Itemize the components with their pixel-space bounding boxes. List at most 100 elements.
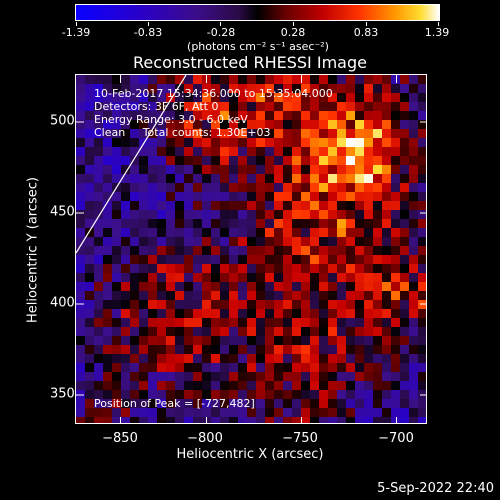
image-pixel xyxy=(202,120,211,129)
image-pixel xyxy=(166,381,175,390)
image-pixel xyxy=(274,129,283,138)
image-pixel xyxy=(157,408,166,417)
image-pixel xyxy=(346,318,355,327)
image-pixel xyxy=(283,192,292,201)
image-pixel xyxy=(265,102,274,111)
image-pixel xyxy=(130,120,139,129)
image-pixel xyxy=(121,75,130,84)
image-pixel xyxy=(184,300,193,309)
image-pixel xyxy=(112,129,121,138)
image-pixel xyxy=(247,372,256,381)
image-pixel xyxy=(202,228,211,237)
image-pixel xyxy=(202,345,211,354)
image-pixel xyxy=(121,300,130,309)
image-pixel xyxy=(409,417,418,423)
image-pixel xyxy=(373,156,382,165)
image-pixel xyxy=(292,363,301,372)
image-pixel xyxy=(274,246,283,255)
image-pixel xyxy=(346,174,355,183)
image-pixel xyxy=(121,129,130,138)
image-pixel xyxy=(247,93,256,102)
image-pixel xyxy=(103,93,112,102)
image-pixel xyxy=(112,138,121,147)
image-pixel xyxy=(274,327,283,336)
image-pixel xyxy=(391,183,400,192)
image-pixel xyxy=(256,318,265,327)
image-pixel xyxy=(283,138,292,147)
image-pixel xyxy=(103,246,112,255)
image-pixel xyxy=(211,147,220,156)
image-pixel xyxy=(409,291,418,300)
image-pixel xyxy=(319,192,328,201)
image-pixel xyxy=(346,336,355,345)
image-pixel xyxy=(130,354,139,363)
image-pixel xyxy=(391,354,400,363)
image-pixel xyxy=(184,120,193,129)
image-pixel xyxy=(409,129,418,138)
image-pixel xyxy=(373,282,382,291)
image-pixel xyxy=(283,156,292,165)
image-pixel xyxy=(76,372,85,381)
image-pixel xyxy=(112,210,121,219)
image-pixel xyxy=(274,120,283,129)
image-pixel xyxy=(112,228,121,237)
image-pixel xyxy=(157,282,166,291)
image-pixel xyxy=(373,201,382,210)
image-pixel xyxy=(211,372,220,381)
image-pixel xyxy=(355,120,364,129)
image-pixel xyxy=(211,327,220,336)
image-pixel xyxy=(139,318,148,327)
image-pixel xyxy=(310,120,319,129)
image-pixel xyxy=(94,192,103,201)
x-tick-label: −700 xyxy=(378,431,414,446)
colorbar-label: -0.28 xyxy=(206,26,236,39)
image-pixel xyxy=(121,327,130,336)
image-pixel xyxy=(211,318,220,327)
image-pixel xyxy=(103,192,112,201)
image-pixel xyxy=(220,174,229,183)
image-pixel xyxy=(265,93,274,102)
image-pixel xyxy=(139,291,148,300)
image-pixel xyxy=(139,183,148,192)
image-pixel xyxy=(175,345,184,354)
image-pixel xyxy=(292,381,301,390)
image-pixel xyxy=(166,102,175,111)
image-pixel xyxy=(355,156,364,165)
image-pixel xyxy=(85,327,94,336)
image-pixel xyxy=(76,381,85,390)
image-pixel xyxy=(193,291,202,300)
image-pixel xyxy=(373,174,382,183)
image-pixel xyxy=(229,399,238,408)
image-pixel xyxy=(256,165,265,174)
image-pixel xyxy=(220,372,229,381)
image-pixel xyxy=(346,309,355,318)
image-pixel xyxy=(292,174,301,183)
image-pixel xyxy=(328,93,337,102)
image-pixel xyxy=(391,300,400,309)
image-pixel xyxy=(310,300,319,309)
image-pixel xyxy=(238,327,247,336)
image-pixel xyxy=(148,318,157,327)
image-pixel xyxy=(76,165,85,174)
image-pixel xyxy=(211,138,220,147)
image-pixel xyxy=(418,120,426,129)
image-pixel xyxy=(292,327,301,336)
image-pixel xyxy=(112,390,121,399)
image-pixel xyxy=(157,417,166,423)
image-pixel xyxy=(166,228,175,237)
image-pixel xyxy=(346,111,355,120)
image-pixel xyxy=(319,381,328,390)
image-pixel xyxy=(292,192,301,201)
image-pixel xyxy=(400,201,409,210)
image-pixel xyxy=(319,120,328,129)
image-pixel xyxy=(247,84,256,93)
image-pixel xyxy=(256,219,265,228)
image-pixel xyxy=(85,246,94,255)
image-pixel xyxy=(175,210,184,219)
y-tick-label: 350 xyxy=(50,386,75,402)
image-pixel xyxy=(391,201,400,210)
image-pixel xyxy=(283,228,292,237)
image-pixel xyxy=(283,129,292,138)
image-pixel xyxy=(184,183,193,192)
image-pixel xyxy=(229,192,238,201)
